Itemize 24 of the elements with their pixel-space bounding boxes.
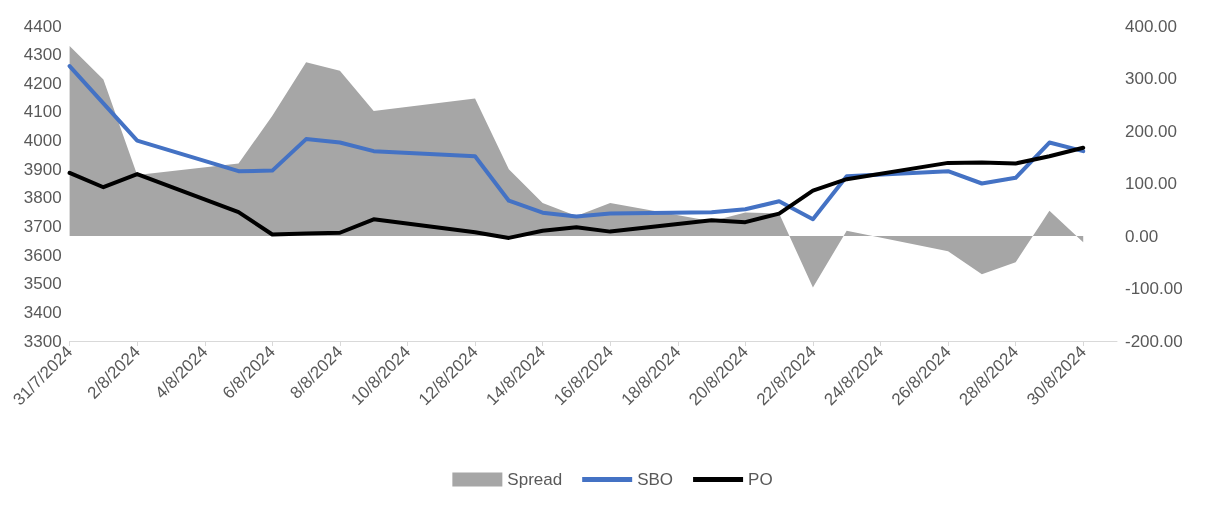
- legend-label: Spread: [507, 470, 563, 489]
- y2-tick-label: -200.00: [1125, 331, 1183, 351]
- y2-tick-label: 100.00: [1125, 174, 1177, 193]
- line-series: [67, 145, 1086, 240]
- line-series: [67, 64, 1086, 222]
- y2-tick-label: 300.00: [1125, 69, 1177, 88]
- y-tick-label: 3800: [23, 188, 62, 208]
- y-tick-label: 4300: [23, 45, 62, 65]
- y2-tick-label: 0.00: [1125, 226, 1159, 246]
- legend-label: SBO: [637, 470, 674, 489]
- y-tick-label: 3400: [23, 302, 62, 322]
- y2-tick-label: 400.00: [1125, 16, 1177, 36]
- y-tick-label: 3300: [23, 331, 62, 351]
- y-tick-label: 4000: [23, 131, 62, 151]
- legend-label: PO: [748, 470, 773, 489]
- y-tick-label: 4100: [23, 102, 62, 122]
- y-tick-label: 3600: [23, 245, 62, 265]
- y-tick-label: 3700: [23, 216, 62, 236]
- y2-tick-label: -100.00: [1125, 279, 1183, 298]
- y-tick-label: 3900: [23, 159, 62, 179]
- y-tick-label: 4400: [23, 16, 62, 36]
- y-tick-label: 4200: [23, 73, 62, 93]
- y2-tick-label: 200.00: [1125, 121, 1177, 141]
- y-tick-label: 3500: [23, 274, 62, 294]
